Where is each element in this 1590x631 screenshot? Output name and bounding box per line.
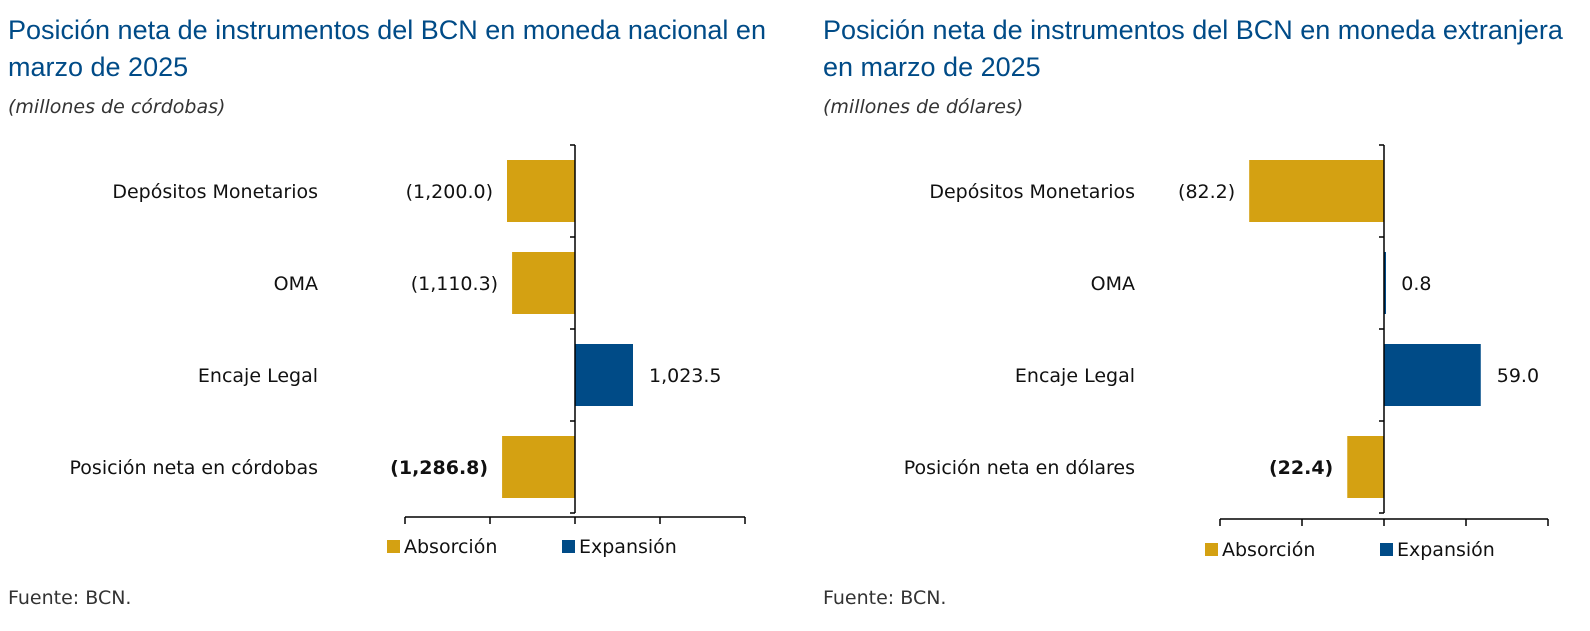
legend-label-expansion: Expansión xyxy=(1397,539,1495,561)
bar-chart-svg: Depósitos Monetarios (1,200.0) OMA (1,110.3… xyxy=(70,144,746,558)
data-label: (1,286.8) xyxy=(390,457,488,479)
chart-subtitle: (millones de dólares) xyxy=(823,96,1024,118)
legend-label-absorcion: Absorción xyxy=(1222,539,1315,561)
category-label: OMA xyxy=(274,273,318,295)
category-label: Encaje Legal xyxy=(198,365,318,387)
data-label: (1,110.3) xyxy=(411,273,498,295)
category-label: Depósitos Monetarios xyxy=(929,181,1135,203)
legend-swatch-expansion xyxy=(1380,543,1393,556)
chart-panel-cordobas: Posición neta de instrumentos del BCN en… xyxy=(8,15,766,609)
data-label: 0.8 xyxy=(1401,273,1431,295)
legend-swatch-absorcion xyxy=(387,540,400,553)
bar xyxy=(1347,436,1384,498)
data-label: (22.4) xyxy=(1269,457,1333,479)
source-note: Fuente: BCN. xyxy=(8,587,132,609)
bar xyxy=(575,344,633,406)
bar-chart-svg: Depósitos Monetarios (82.2) OMA 0.8 Encaje L… xyxy=(904,144,1549,561)
bar xyxy=(512,252,575,314)
category-label: Posición neta en córdobas xyxy=(70,457,318,479)
category-label: OMA xyxy=(1091,273,1135,295)
chart-title: Posición neta de instrumentos del BCN en… xyxy=(8,15,766,82)
data-label: 1,023.5 xyxy=(649,365,722,387)
legend-label-absorcion: Absorción xyxy=(404,536,497,558)
category-label: Depósitos Monetarios xyxy=(112,181,318,203)
bar xyxy=(502,436,575,498)
category-label: Encaje Legal xyxy=(1015,365,1135,387)
bar xyxy=(1249,160,1384,222)
legend-swatch-absorcion xyxy=(1205,543,1218,556)
bar xyxy=(507,160,575,222)
legend-label-expansion: Expansión xyxy=(579,536,677,558)
chart-title: Posición neta de instrumentos del BCN en… xyxy=(823,15,1563,82)
bar xyxy=(1384,252,1386,314)
legend-swatch-expansion xyxy=(562,540,575,553)
chart-panel-dolares: Posición neta de instrumentos del BCN en… xyxy=(815,0,1590,631)
data-label: 59.0 xyxy=(1497,365,1539,387)
data-label: (82.2) xyxy=(1178,181,1235,203)
category-label: Posición neta en dólares xyxy=(904,457,1135,479)
bar xyxy=(1384,344,1481,406)
data-label: (1,200.0) xyxy=(406,181,493,203)
source-note: Fuente: BCN. xyxy=(823,587,947,609)
chart-subtitle: (millones de córdobas) xyxy=(8,96,226,118)
